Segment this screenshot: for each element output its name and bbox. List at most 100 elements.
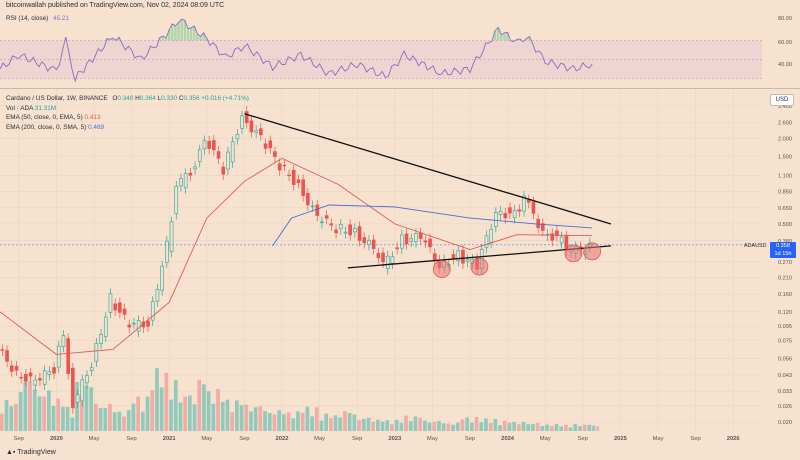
time-tick-label: May [653, 436, 664, 442]
volume-bar [507, 422, 512, 431]
price-tick-label: 0.095 [778, 324, 792, 330]
candle-body [451, 254, 456, 259]
time-tick-label: May [540, 436, 551, 442]
volume-bar [324, 413, 328, 431]
candle-body [385, 255, 390, 269]
rsi-line [0, 18, 593, 83]
candle-body [28, 372, 33, 377]
candle-body [9, 365, 14, 372]
volume-bar [380, 421, 385, 431]
candle-body [33, 379, 38, 386]
candle-body [108, 293, 113, 313]
trendline-upper [244, 113, 612, 225]
candle-body [216, 151, 221, 159]
candle-body [118, 302, 122, 313]
time-axis[interactable]: Sep 2020 May Sep 2021 May Sep 2022 May Sep 2023 May… [0, 431, 800, 445]
legend-vol-label: Vol · ADA [6, 104, 33, 112]
rsi-value: 45.21 [53, 15, 70, 22]
ema50-line [0, 157, 593, 355]
candle-body [179, 178, 183, 187]
volume-bar [573, 424, 578, 431]
legend-change: +0.016 (+4.71%) [201, 95, 249, 102]
volume-bar [338, 417, 343, 431]
candle-body [52, 367, 56, 374]
volume-bar [399, 422, 404, 431]
volume-bar [267, 412, 272, 431]
candle-body [174, 186, 179, 214]
volume-bar [192, 404, 197, 431]
volume-bar [512, 421, 516, 431]
volume-bar [150, 390, 155, 431]
volume-bar [239, 405, 244, 431]
volume-bar [89, 387, 93, 431]
candle-body [287, 174, 291, 177]
candle-body [400, 234, 404, 249]
price-tick-label: 2.000 [778, 137, 792, 143]
rsi-tick-label: 60.00 [778, 40, 792, 46]
volume-bar [244, 404, 249, 431]
candle-body [14, 366, 19, 371]
candle-body [263, 143, 268, 149]
candle-body [418, 232, 423, 239]
volume-bar [455, 422, 460, 431]
price-tick-label: 0.056 [778, 357, 792, 363]
candle-body [188, 172, 193, 176]
time-tick-label: May [427, 436, 438, 442]
currency-button[interactable]: USD [770, 94, 794, 106]
legend-o: 0.340 [117, 95, 134, 102]
ema200-line [272, 204, 593, 247]
candle-body [94, 343, 99, 362]
candle-body [5, 350, 9, 362]
volume-bar [112, 412, 117, 431]
volume-bar [329, 418, 333, 431]
volume-bar [300, 412, 305, 431]
candle-body [122, 308, 127, 315]
volume-bar [263, 411, 267, 431]
candle-body [498, 210, 503, 215]
price-tick-label: 0.270 [778, 260, 792, 266]
candle-body [0, 349, 5, 351]
candle-body [61, 335, 66, 347]
volume-bar [84, 385, 89, 431]
volume-bar [319, 420, 324, 431]
pane-separator[interactable] [0, 88, 800, 89]
candle-body [38, 377, 42, 381]
volume-bar [488, 422, 493, 431]
candle-body [310, 205, 315, 208]
volume-bar [9, 406, 14, 431]
rsi-label: RSI (14, close) [6, 15, 49, 22]
candle-body [381, 252, 385, 263]
candle-body [254, 130, 258, 133]
rsi-pane[interactable] [0, 12, 762, 88]
price-tag-value: 0.358 [776, 243, 790, 249]
candle-body [522, 195, 526, 212]
price-tick-label: 0.380 [778, 239, 792, 245]
legend-l: 0.330 [161, 95, 178, 102]
legend-ema200-label: EMA (200, close, 0, SMA, 5) [6, 123, 87, 131]
price-tag: 0.358 1d 15h [770, 242, 796, 258]
candle-body [249, 120, 254, 133]
price-axis[interactable]: 3.400 2.600 2.000 1.500 1.100 0.850 0.650 0.500… [762, 0, 800, 460]
candle-body [113, 303, 117, 311]
candle-body [282, 164, 287, 167]
volume-bar [347, 412, 352, 431]
candle-body [362, 237, 367, 244]
candle-body [197, 149, 202, 162]
volume-bar [75, 382, 79, 431]
chart-legend: Cardano / US Dollar, 1W, BINANCE O0.340 … [6, 94, 249, 132]
volume-bar [145, 396, 150, 431]
volume-bar [79, 397, 84, 431]
volume-bar [235, 400, 239, 431]
volume-bar [42, 396, 46, 431]
volume-bar [23, 379, 28, 431]
volume-bar [432, 421, 437, 431]
candle-body [456, 250, 461, 261]
volume-bar [394, 419, 399, 431]
main-chart-pane[interactable] [0, 89, 762, 431]
volume-bar [286, 412, 291, 431]
candle-body [343, 231, 348, 234]
candle-body [512, 209, 517, 219]
candle-body [240, 115, 244, 129]
volume-bar [526, 424, 531, 431]
candle-body [526, 199, 531, 203]
